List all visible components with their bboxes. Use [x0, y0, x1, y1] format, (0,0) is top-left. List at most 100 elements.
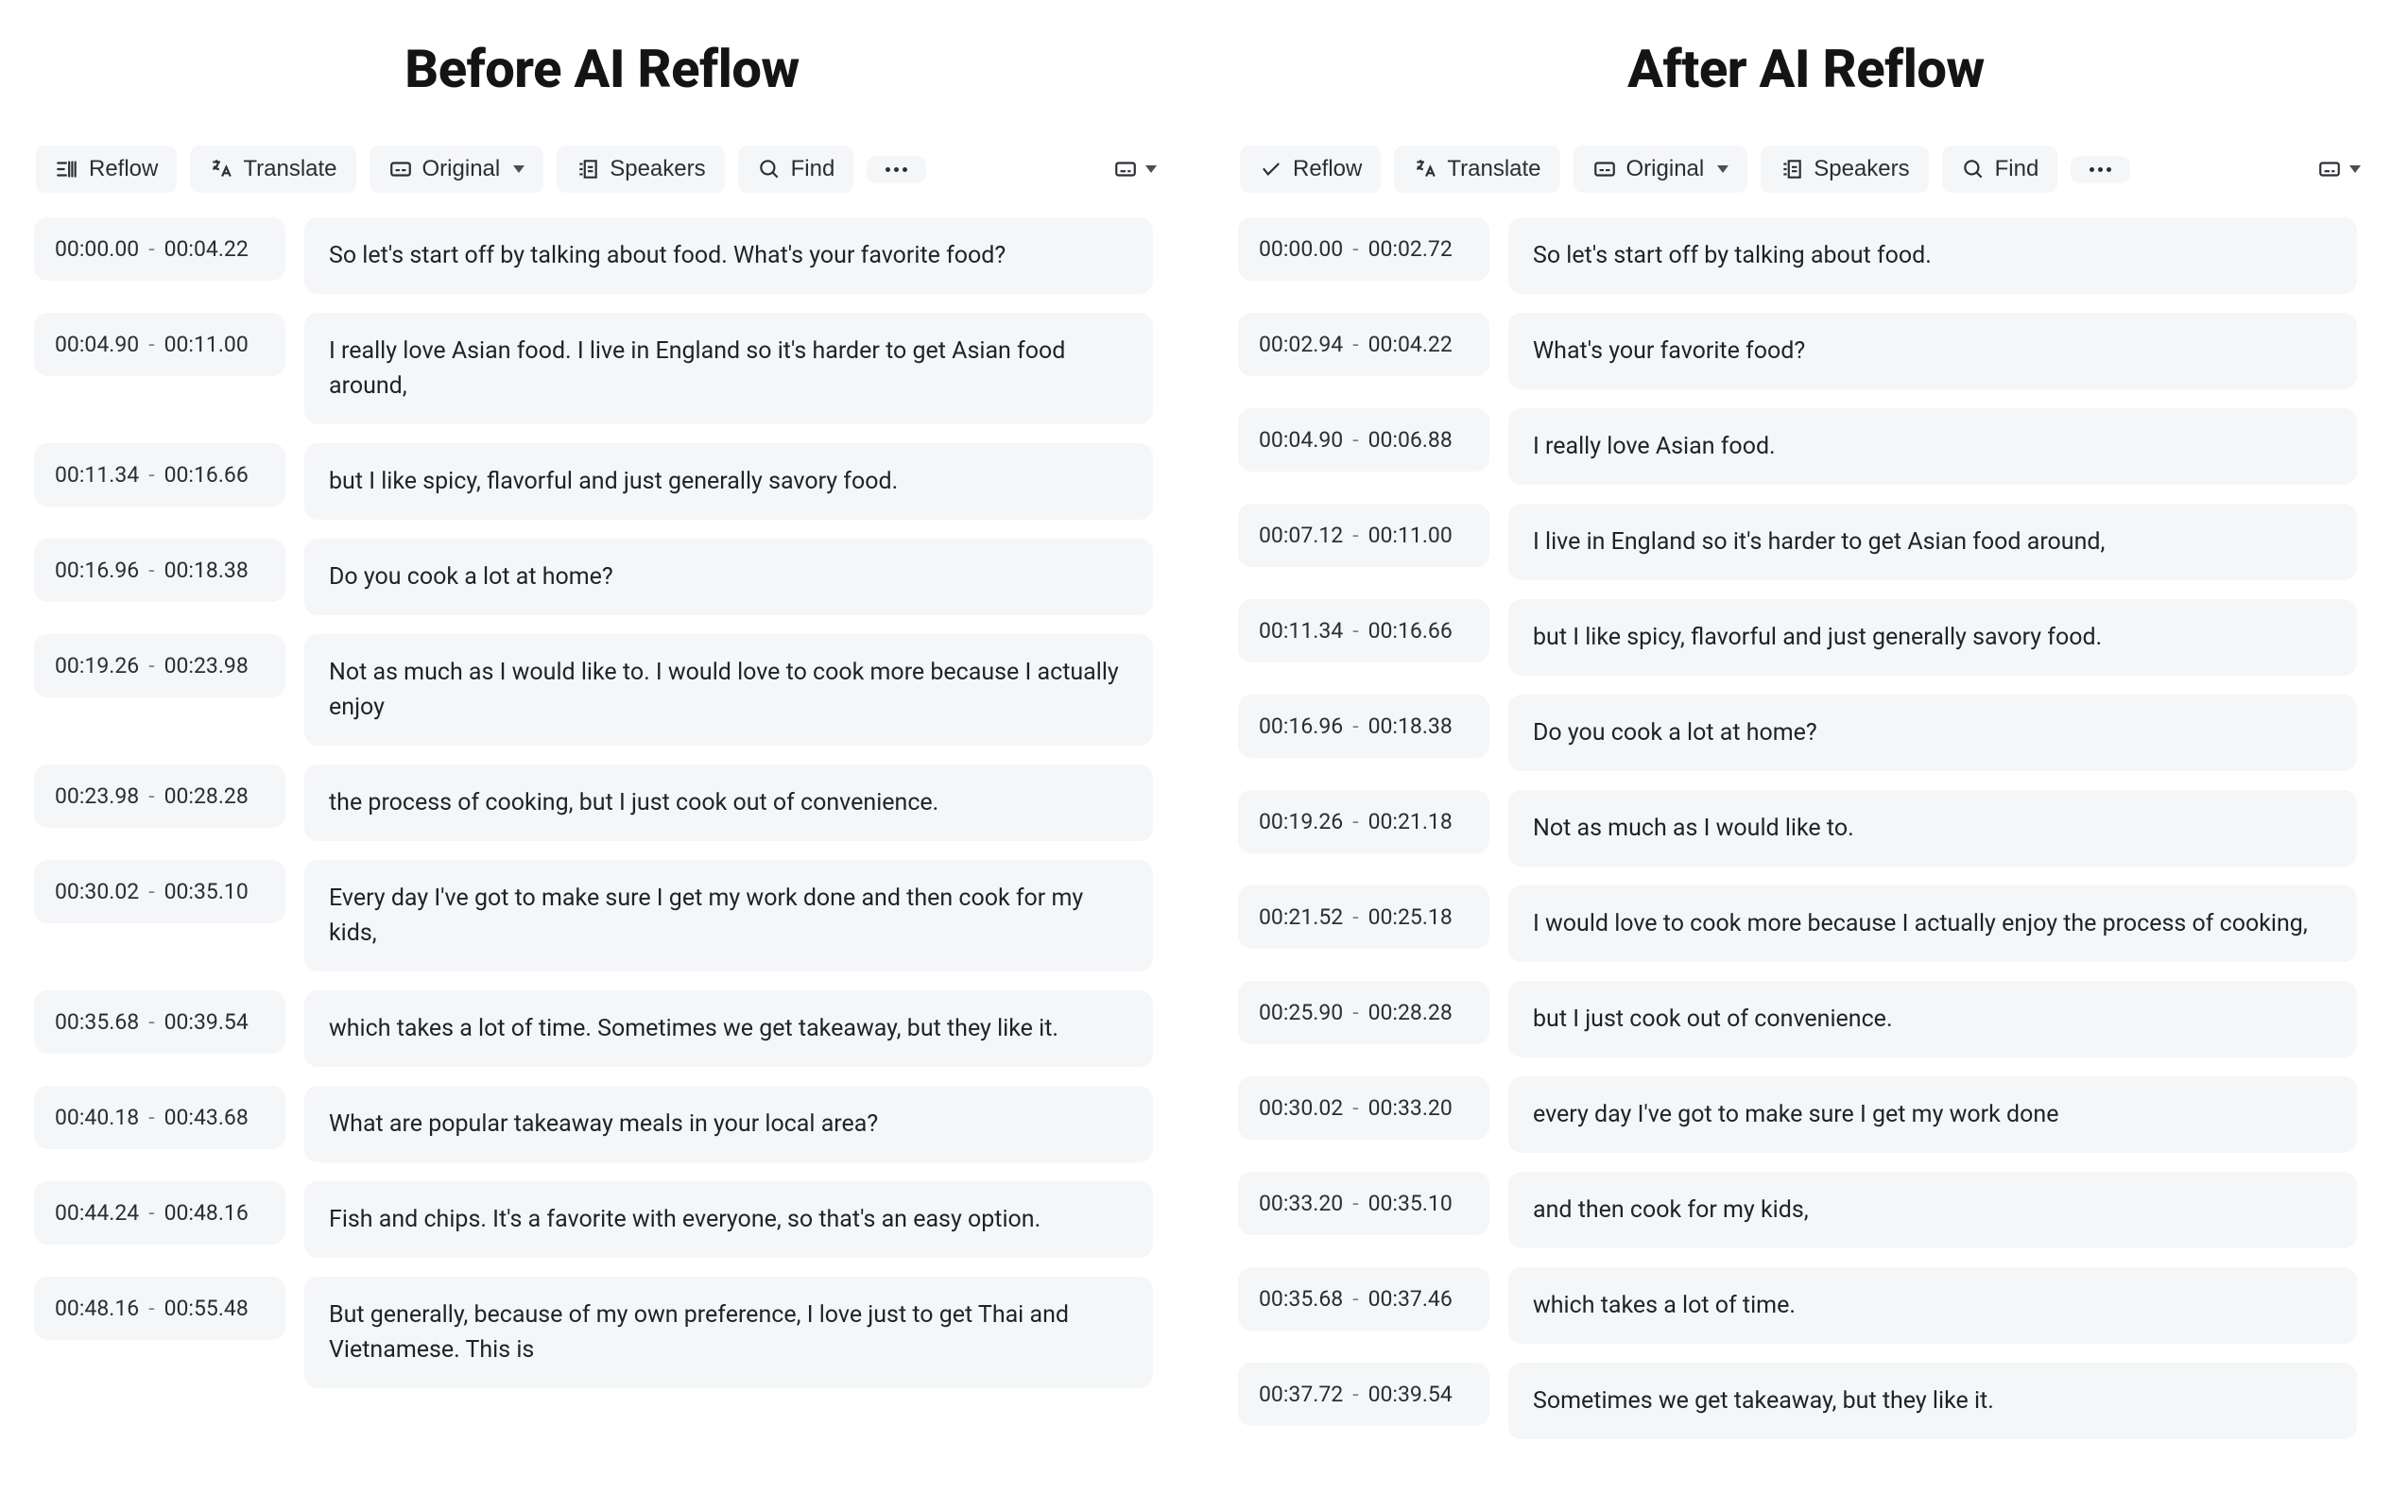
- search-icon: [1961, 157, 1986, 181]
- find-button[interactable]: Find: [738, 146, 854, 193]
- toolbar-before: Reflow Translate Original Speakers Find: [34, 146, 1170, 193]
- transcript-row[interactable]: 00:21.52-00:25.18 I would love to cook mo…: [1238, 885, 2357, 962]
- transcript-row[interactable]: 00:11.34-00:16.66 but I like spicy, flavo…: [34, 443, 1153, 520]
- translate-button[interactable]: Translate: [190, 146, 355, 193]
- transcript-text[interactable]: Not as much as I would like to. I would …: [304, 634, 1153, 746]
- timestamp-start: 00:04.90: [1259, 427, 1343, 453]
- transcript-text[interactable]: So let's start off by talking about food…: [304, 217, 1153, 294]
- transcript-row[interactable]: 00:11.34-00:16.66 but I like spicy, flavo…: [1238, 599, 2357, 676]
- reflow-button[interactable]: Reflow: [36, 146, 177, 193]
- transcript-row[interactable]: 00:44.24-00:48.16 Fish and chips. It's a …: [34, 1181, 1153, 1258]
- transcript-text[interactable]: Sometimes we get takeaway, but they like…: [1508, 1363, 2357, 1439]
- transcript-text[interactable]: and then cook for my kids,: [1508, 1172, 2357, 1248]
- timestamp[interactable]: 00:44.24-00:48.16: [34, 1181, 285, 1245]
- timestamp[interactable]: 00:00.00-00:02.72: [1238, 217, 1489, 281]
- timestamp[interactable]: 00:11.34-00:16.66: [1238, 599, 1489, 662]
- transcript-row[interactable]: 00:19.26-00:23.98 Not as much as I would …: [34, 634, 1153, 746]
- reflow-button[interactable]: Reflow: [1240, 146, 1381, 193]
- transcript-text[interactable]: but I like spicy, flavorful and just gen…: [304, 443, 1153, 520]
- transcript-text[interactable]: Fish and chips. It's a favorite with eve…: [304, 1181, 1153, 1258]
- transcript-text[interactable]: I live in England so it's harder to get …: [1508, 504, 2357, 580]
- timestamp[interactable]: 00:37.72-00:39.54: [1238, 1363, 1489, 1426]
- transcript-row[interactable]: 00:48.16-00:55.48 But generally, because …: [34, 1277, 1153, 1388]
- timestamp[interactable]: 00:02.94-00:04.22: [1238, 313, 1489, 376]
- transcript-text[interactable]: I would love to cook more because I actu…: [1508, 885, 2357, 962]
- dash: -: [148, 236, 154, 262]
- transcript-row[interactable]: 00:00.00-00:02.72 So let's start off by t…: [1238, 217, 2357, 294]
- transcript-row[interactable]: 00:40.18-00:43.68 What are popular takeaw…: [34, 1086, 1153, 1162]
- timestamp[interactable]: 00:16.96-00:18.38: [34, 539, 285, 602]
- transcript-text[interactable]: Not as much as I would like to.: [1508, 790, 2357, 867]
- transcript-text[interactable]: but I like spicy, flavorful and just gen…: [1508, 599, 2357, 676]
- transcript-text[interactable]: I really love Asian food.: [1508, 408, 2357, 485]
- transcript-row[interactable]: 00:07.12-00:11.00 I live in England so it…: [1238, 504, 2357, 580]
- transcript-row[interactable]: 00:30.02-00:35.10 Every day I've got to m…: [34, 860, 1153, 971]
- transcript-row[interactable]: 00:00.00-00:04.22 So let's start off by t…: [34, 217, 1153, 294]
- timestamp[interactable]: 00:35.68-00:37.46: [1238, 1267, 1489, 1331]
- timestamp[interactable]: 00:11.34-00:16.66: [34, 443, 285, 507]
- timestamp[interactable]: 00:07.12-00:11.00: [1238, 504, 1489, 567]
- timestamp-end: 00:02.72: [1368, 236, 1453, 262]
- transcript-text[interactable]: What are popular takeaway meals in your …: [304, 1086, 1153, 1162]
- timestamp[interactable]: 00:25.90-00:28.28: [1238, 981, 1489, 1044]
- transcript-text[interactable]: Every day I've got to make sure I get my…: [304, 860, 1153, 971]
- transcript-row[interactable]: 00:04.90-00:06.88 I really love Asian foo…: [1238, 408, 2357, 485]
- timestamp[interactable]: 00:30.02-00:35.10: [34, 860, 285, 923]
- timestamp[interactable]: 00:21.52-00:25.18: [1238, 885, 1489, 949]
- transcript-row[interactable]: 00:33.20-00:35.10 and then cook for my ki…: [1238, 1172, 2357, 1248]
- transcript-before[interactable]: 00:00.00-00:04.22 So let's start off by t…: [34, 217, 1170, 1512]
- transcript-text[interactable]: which takes a lot of time.: [1508, 1267, 2357, 1344]
- check-icon: [1259, 157, 1283, 181]
- transcript-row[interactable]: 00:02.94-00:04.22 What's your favorite fo…: [1238, 313, 2357, 389]
- timestamp-start: 00:30.02: [55, 879, 139, 904]
- timestamp[interactable]: 00:35.68-00:39.54: [34, 990, 285, 1054]
- transcript-row[interactable]: 00:37.72-00:39.54 Sometimes we get takeaw…: [1238, 1363, 2357, 1439]
- dash: -: [1352, 332, 1358, 357]
- more-button[interactable]: [2071, 156, 2130, 183]
- timestamp[interactable]: 00:30.02-00:33.20: [1238, 1076, 1489, 1140]
- find-button[interactable]: Find: [1942, 146, 2058, 193]
- layout-button[interactable]: [1102, 147, 1168, 191]
- transcript-row[interactable]: 00:23.98-00:28.28 the process of cooking,…: [34, 765, 1153, 841]
- more-button[interactable]: [867, 156, 926, 183]
- timestamp[interactable]: 00:19.26-00:21.18: [1238, 790, 1489, 853]
- transcript-row[interactable]: 00:35.68-00:37.46 which takes a lot of ti…: [1238, 1267, 2357, 1344]
- timestamp[interactable]: 00:00.00-00:04.22: [34, 217, 285, 281]
- transcript-row[interactable]: 00:16.96-00:18.38 Do you cook a lot at ho…: [1238, 695, 2357, 771]
- transcript-row[interactable]: 00:25.90-00:28.28 but I just cook out of …: [1238, 981, 2357, 1057]
- transcript-text[interactable]: But generally, because of my own prefere…: [304, 1277, 1153, 1388]
- transcript-row[interactable]: 00:30.02-00:33.20 every day I've got to m…: [1238, 1076, 2357, 1153]
- transcript-row[interactable]: 00:19.26-00:21.18 Not as much as I would …: [1238, 790, 2357, 867]
- transcript-text[interactable]: So let's start off by talking about food…: [1508, 217, 2357, 294]
- speakers-button[interactable]: Speakers: [557, 146, 724, 193]
- transcript-row[interactable]: 00:16.96-00:18.38 Do you cook a lot at ho…: [34, 539, 1153, 615]
- timestamp[interactable]: 00:04.90-00:06.88: [1238, 408, 1489, 472]
- transcript-row[interactable]: 00:35.68-00:39.54 which takes a lot of ti…: [34, 990, 1153, 1067]
- transcript-text[interactable]: every day I've got to make sure I get my…: [1508, 1076, 2357, 1153]
- timestamp[interactable]: 00:04.90-00:11.00: [34, 313, 285, 376]
- translate-button[interactable]: Translate: [1394, 146, 1559, 193]
- transcript-after[interactable]: 00:00.00-00:02.72 So let's start off by t…: [1238, 217, 2374, 1512]
- layout-button[interactable]: [2306, 147, 2372, 191]
- transcript-text[interactable]: Do you cook a lot at home?: [304, 539, 1153, 615]
- timestamp[interactable]: 00:33.20-00:35.10: [1238, 1172, 1489, 1235]
- timestamp-end: 00:33.20: [1368, 1095, 1453, 1121]
- timestamp-start: 00:35.68: [55, 1009, 139, 1035]
- transcript-text[interactable]: the process of cooking, but I just cook …: [304, 765, 1153, 841]
- timestamp[interactable]: 00:16.96-00:18.38: [1238, 695, 1489, 758]
- timestamp[interactable]: 00:23.98-00:28.28: [34, 765, 285, 828]
- transcript-text[interactable]: I really love Asian food. I live in Engl…: [304, 313, 1153, 424]
- original-label: Original: [1626, 158, 1705, 180]
- timestamp[interactable]: 00:19.26-00:23.98: [34, 634, 285, 697]
- original-button[interactable]: Original: [1574, 146, 1748, 193]
- transcript-text[interactable]: Do you cook a lot at home?: [1508, 695, 2357, 771]
- speakers-button[interactable]: Speakers: [1761, 146, 1928, 193]
- transcript-text[interactable]: What's your favorite food?: [1508, 313, 2357, 389]
- more-icon: [886, 167, 907, 172]
- transcript-text[interactable]: which takes a lot of time. Sometimes we …: [304, 990, 1153, 1067]
- timestamp[interactable]: 00:48.16-00:55.48: [34, 1277, 285, 1340]
- transcript-text[interactable]: but I just cook out of convenience.: [1508, 981, 2357, 1057]
- timestamp[interactable]: 00:40.18-00:43.68: [34, 1086, 285, 1149]
- transcript-row[interactable]: 00:04.90-00:11.00 I really love Asian foo…: [34, 313, 1153, 424]
- original-button[interactable]: Original: [370, 146, 544, 193]
